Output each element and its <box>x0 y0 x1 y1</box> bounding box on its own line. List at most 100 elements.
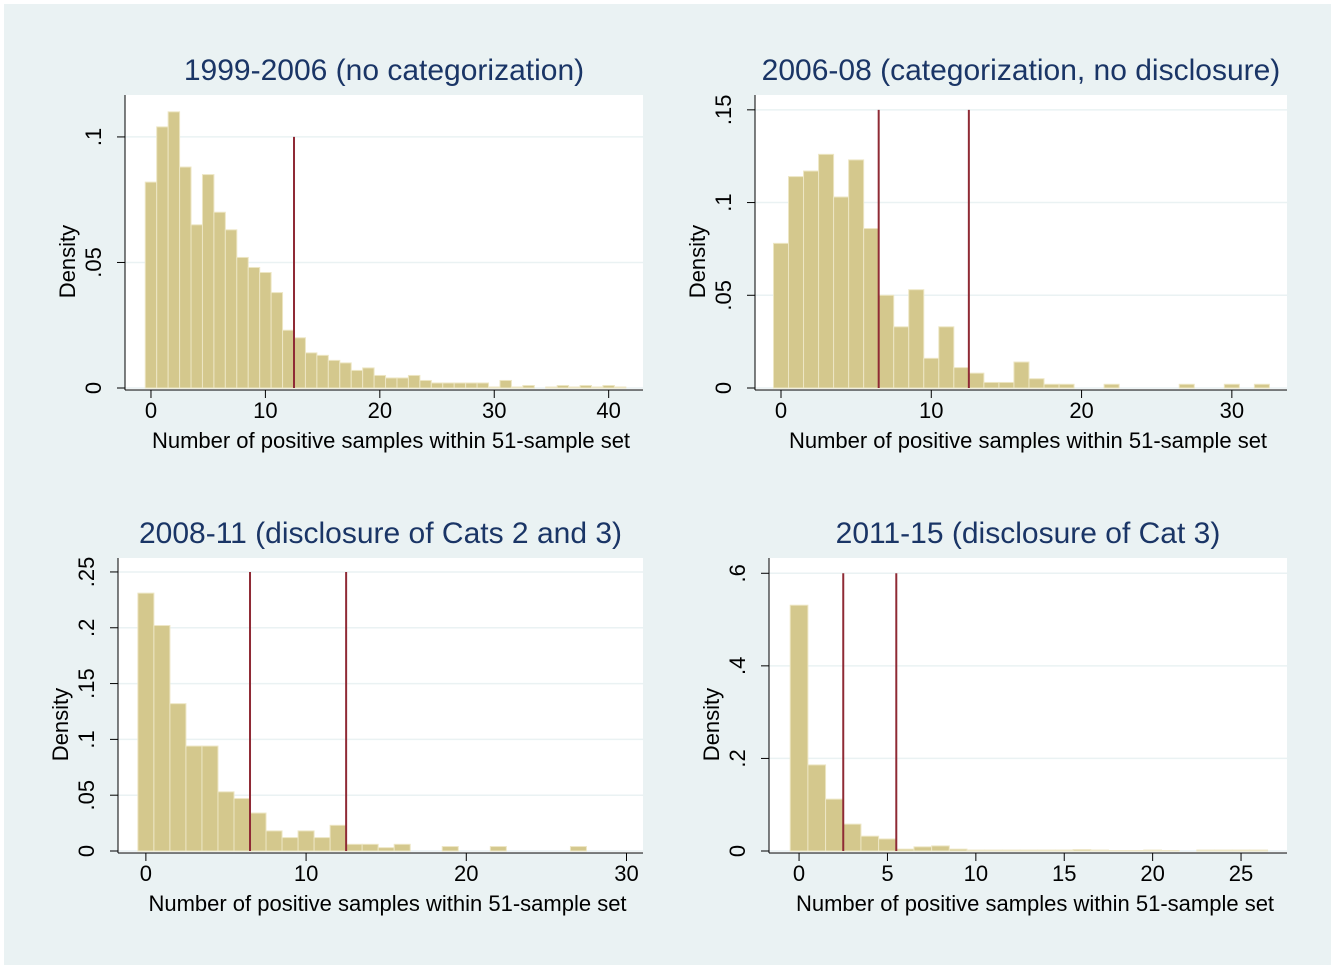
x-tick-label: 10 <box>253 398 277 423</box>
y-tick-label: .15 <box>74 668 99 699</box>
x-axis-label: Number of positive samples within 51-sam… <box>148 891 626 916</box>
bar <box>247 266 261 389</box>
bar <box>217 791 235 852</box>
bar <box>1103 383 1120 389</box>
bar <box>377 847 395 852</box>
bar <box>144 181 158 389</box>
y-tick-label: .4 <box>725 657 750 675</box>
bar <box>304 352 318 389</box>
bar <box>893 326 910 389</box>
y-tick-label: .05 <box>81 247 106 278</box>
bar <box>579 384 593 389</box>
x-tick-label: 10 <box>919 398 943 423</box>
bar <box>396 377 409 389</box>
bar <box>185 745 203 852</box>
bar <box>499 379 512 389</box>
bar <box>327 359 341 389</box>
bar <box>270 292 284 389</box>
x-tick-label: 10 <box>964 861 988 886</box>
bar <box>419 379 432 389</box>
bar <box>545 386 558 389</box>
bar <box>1028 378 1045 389</box>
bar <box>362 367 375 389</box>
y-tick-label: .1 <box>711 193 736 211</box>
y-tick-label: .15 <box>711 95 736 126</box>
bar <box>1058 383 1075 389</box>
bar <box>953 367 970 389</box>
y-tick-label: .2 <box>74 619 99 637</box>
bar <box>393 843 411 852</box>
bar <box>1178 383 1195 389</box>
bar <box>807 764 827 852</box>
bar <box>1043 383 1060 389</box>
bar <box>772 242 790 389</box>
bar <box>878 294 895 389</box>
bar <box>407 374 421 389</box>
bar <box>297 830 315 852</box>
x-tick-label: 20 <box>1140 861 1164 886</box>
bar <box>825 798 844 852</box>
y-tick-label: .25 <box>74 557 99 588</box>
chart-title: 2008-11 (disclosure of Cats 2 and 3) <box>139 517 622 550</box>
x-tick-label: 5 <box>881 861 893 886</box>
chart-title: 2006-08 (categorization, no disclosure) <box>762 54 1281 87</box>
plot-region <box>769 558 1287 853</box>
bar <box>1214 849 1233 852</box>
chart-title: 1999-2006 (no categorization) <box>184 54 584 87</box>
x-tick-label: 10 <box>294 861 318 886</box>
bar <box>860 835 880 852</box>
bar <box>556 384 570 389</box>
bar <box>179 166 192 389</box>
bar <box>385 377 398 389</box>
bar <box>156 126 169 389</box>
bar <box>923 357 940 389</box>
bar <box>833 196 850 389</box>
bar <box>201 174 215 389</box>
bar <box>373 374 387 389</box>
bar <box>213 211 226 389</box>
x-tick-label: 0 <box>140 861 152 886</box>
x-tick-label: 20 <box>1069 398 1093 423</box>
y-tick-label: .1 <box>74 730 99 748</box>
x-tick-label: 20 <box>368 398 392 423</box>
bar <box>848 159 865 389</box>
bar <box>265 830 283 852</box>
x-axis-label: Number of positive samples within 51-sam… <box>152 428 630 453</box>
bar <box>1090 849 1109 852</box>
bar <box>1249 849 1269 852</box>
bar <box>259 272 272 389</box>
bar <box>1037 849 1056 852</box>
y-tick-label: 0 <box>81 382 106 394</box>
bar <box>613 386 627 389</box>
bar <box>842 823 862 852</box>
bar <box>476 382 490 389</box>
bar <box>1231 849 1251 852</box>
chart-title: 2011-15 (disclosure of Cat 3) <box>836 517 1221 550</box>
bar <box>938 326 955 389</box>
y-tick-label: .1 <box>81 128 106 146</box>
bar <box>1019 849 1039 852</box>
y-axis-label: Density <box>55 225 80 298</box>
x-axis-label: Number of positive samples within 51-sam… <box>796 891 1274 916</box>
bar <box>568 386 581 389</box>
bar <box>789 604 809 852</box>
x-axis-label: Number of positive samples within 51-sam… <box>789 428 1267 453</box>
y-tick-label: .2 <box>725 749 750 767</box>
y-tick-label: 0 <box>725 845 750 857</box>
bar <box>442 382 455 389</box>
bar <box>569 846 587 852</box>
bar <box>895 848 915 852</box>
bar <box>153 625 171 852</box>
bar <box>803 170 820 389</box>
bar <box>908 289 925 389</box>
bar <box>293 337 306 389</box>
bar <box>1001 849 1021 852</box>
bar <box>201 745 219 852</box>
y-tick-label: .05 <box>74 780 99 811</box>
bar <box>430 382 444 389</box>
x-tick-label: 0 <box>793 861 805 886</box>
bar <box>224 229 238 389</box>
bar <box>968 372 985 389</box>
